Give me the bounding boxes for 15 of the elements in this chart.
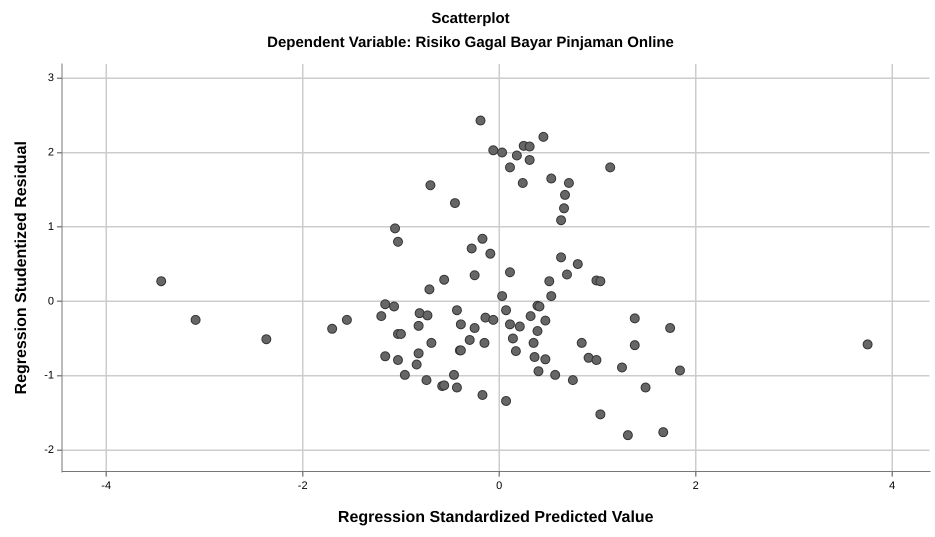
x-tick-label: -2 xyxy=(298,480,308,492)
y-tick-label: 1 xyxy=(48,220,54,233)
x-tick-label: 4 xyxy=(889,480,896,492)
chart-subtitle: Dependent Variable: Risiko Gagal Bayar Pinjaman Online xyxy=(267,34,674,52)
y-tick-label: 2 xyxy=(48,146,54,159)
x-axis-title: Regression Standardized Predicted Value xyxy=(338,508,654,526)
chart-title: Scatterplot xyxy=(431,10,510,28)
y-tick-label: -2 xyxy=(44,444,54,456)
y-tick-label: 3 xyxy=(48,72,54,84)
x-tick-label: 0 xyxy=(496,480,502,492)
y-axis-title: Regression Studentized Residual xyxy=(13,141,30,394)
x-tick-label: -4 xyxy=(101,480,112,492)
x-tick-label: 2 xyxy=(692,480,699,492)
y-tick-label: -1 xyxy=(44,370,54,382)
y-tick-label: 0 xyxy=(48,295,54,308)
